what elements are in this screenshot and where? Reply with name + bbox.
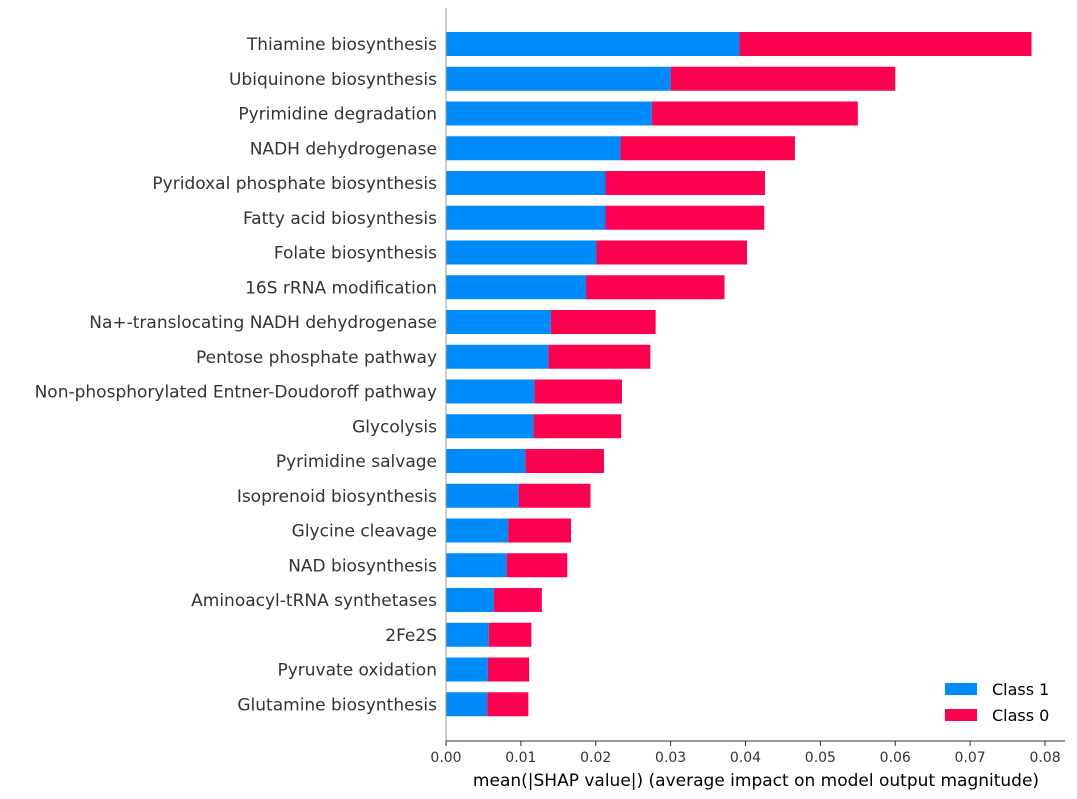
bar-class-0-pyridoxal-phosphate-biosynthesis — [605, 171, 765, 195]
category-label-pyrimidine-salvage: Pyrimidine salvage — [276, 452, 437, 472]
bar-class-1-2fe2s — [446, 622, 489, 647]
bar-class-0-fatty-acid-biosynthesis — [605, 205, 765, 230]
x-tick-label-0-06: 0.06 — [880, 750, 911, 766]
x-tick-label-0-07: 0.07 — [955, 750, 986, 766]
bar-class-1-pyrimidine-salvage — [446, 449, 526, 473]
bar-class-0-nadh-dehydrogenase — [620, 136, 795, 161]
bar-class-0-folate-biosynthesis — [596, 240, 748, 265]
x-tick-label-0-00: 0.00 — [430, 750, 461, 766]
bar-class-1-pentose-phosphate-pathway — [446, 344, 549, 369]
bar-class-1-nadh-dehydrogenase — [446, 136, 621, 161]
legend-swatch-class-1 — [945, 683, 977, 695]
bar-class-1-aminoacyl-trna-synthetases — [446, 588, 494, 612]
x-tick-label-0-08: 0.08 — [1029, 750, 1060, 766]
category-label-folate-biosynthesis: Folate biosynthesis — [274, 244, 437, 264]
bar-class-0-non-phosphorylated-entner-doudoroff-pathway — [534, 379, 622, 404]
bar-class-0-pentose-phosphate-pathway — [548, 344, 651, 369]
category-label-2fe2s: 2Fe2S — [385, 626, 437, 646]
category-label-pyrimidine-degradation: Pyrimidine degradation — [238, 105, 437, 125]
category-label-pyruvate-oxidation: Pyruvate oxidation — [277, 661, 437, 681]
bar-class-0-glycine-cleavage — [508, 518, 572, 543]
category-label-na-translocating-nadh-dehydrogenase: Na+-translocating NADH dehydrogenase — [89, 313, 437, 333]
bar-class-0-ubiquinone-biosynthesis — [670, 66, 896, 91]
category-label-glycolysis: Glycolysis — [352, 417, 437, 437]
bar-class-1-isoprenoid-biosynthesis — [446, 483, 519, 508]
category-label-isoprenoid-biosynthesis: Isoprenoid biosynthesis — [237, 487, 437, 507]
bar-class-0-aminoacyl-trna-synthetases — [493, 588, 542, 612]
category-label-pentose-phosphate-pathway: Pentose phosphate pathway — [196, 348, 437, 368]
x-axis-title: mean(|SHAP value|) (average impact on mo… — [473, 771, 1039, 791]
category-label-non-phosphorylated-entner-doudoroff-pathway: Non-phosphorylated Entner-Doudoroff path… — [35, 383, 437, 403]
category-label-fatty-acid-biosynthesis: Fatty acid biosynthesis — [243, 209, 437, 229]
bar-class-0-2fe2s — [488, 622, 532, 647]
category-label-nad-biosynthesis: NAD biosynthesis — [288, 556, 437, 576]
bar-class-0-pyruvate-oxidation — [487, 657, 530, 682]
category-label-thiamine-biosynthesis: Thiamine biosynthesis — [246, 35, 437, 55]
bar-class-1-pyrimidine-degradation — [446, 101, 652, 126]
x-tick-label-0-03: 0.03 — [655, 750, 686, 766]
bar-class-0-16s-rrna-modification — [586, 275, 725, 300]
category-label-pyridoxal-phosphate-biosynthesis: Pyridoxal phosphate biosynthesis — [152, 174, 437, 194]
category-label-glycine-cleavage: Glycine cleavage — [292, 522, 437, 542]
x-tick-label-0-05: 0.05 — [805, 750, 836, 766]
category-labels: Thiamine biosynthesis Ubiquinone biosynth… — [35, 35, 438, 715]
bar-class-0-isoprenoid-biosynthesis — [518, 483, 591, 508]
category-label-nadh-dehydrogenase: NADH dehydrogenase — [250, 139, 437, 159]
bar-class-1-folate-biosynthesis — [446, 240, 597, 265]
bar-class-1-nad-biosynthesis — [446, 553, 507, 578]
x-axis-ticks: 0.00 0.01 0.02 0.03 0.04 0.05 0.06 0.07 0.08 — [430, 741, 1061, 766]
legend-label-class-0: Class 0 — [992, 706, 1049, 725]
bar-class-1-fatty-acid-biosynthesis — [446, 205, 606, 230]
category-label-16s-rrna-modification: 16S rRNA modification — [245, 278, 437, 298]
bar-class-1-pyruvate-oxidation — [446, 657, 488, 682]
x-tick-label-0-01: 0.01 — [505, 750, 536, 766]
legend-swatch-class-0 — [945, 709, 977, 721]
bar-class-1-16s-rrna-modification — [446, 275, 587, 300]
bar-class-0-na-translocating-nadh-dehydrogenase — [550, 310, 656, 334]
x-tick-label-0-04: 0.04 — [730, 750, 761, 766]
category-label-aminoacyl-trna-synthetases: Aminoacyl-tRNA synthetases — [191, 591, 437, 611]
bar-class-0-pyrimidine-degradation — [651, 101, 858, 126]
x-tick-label-0-02: 0.02 — [580, 750, 611, 766]
bar-class-1-thiamine-biosynthesis — [446, 32, 740, 56]
category-label-ubiquinone-biosynthesis: Ubiquinone biosynthesis — [229, 70, 437, 90]
bar-class-0-glutamine-biosynthesis — [487, 692, 529, 717]
bar-class-0-nad-biosynthesis — [506, 553, 568, 578]
bar-class-0-thiamine-biosynthesis — [739, 32, 1032, 56]
bar-class-1-glycolysis — [446, 414, 534, 439]
bar-class-1-glutamine-biosynthesis — [446, 692, 488, 717]
bar-class-1-non-phosphorylated-entner-doudoroff-pathway — [446, 379, 535, 404]
bar-class-1-ubiquinone-biosynthesis — [446, 66, 671, 91]
bar-class-1-glycine-cleavage — [446, 518, 509, 543]
bar-class-1-pyridoxal-phosphate-biosynthesis — [446, 171, 606, 195]
legend: Class 1 Class 0 — [945, 680, 1049, 725]
bars-group — [446, 32, 1032, 717]
bar-class-0-pyrimidine-salvage — [525, 449, 604, 473]
bar-class-0-glycolysis — [533, 414, 622, 439]
bar-class-1-na-translocating-nadh-dehydrogenase — [446, 310, 551, 334]
category-label-glutamine-biosynthesis: Glutamine biosynthesis — [237, 695, 437, 715]
legend-label-class-1: Class 1 — [992, 680, 1049, 699]
